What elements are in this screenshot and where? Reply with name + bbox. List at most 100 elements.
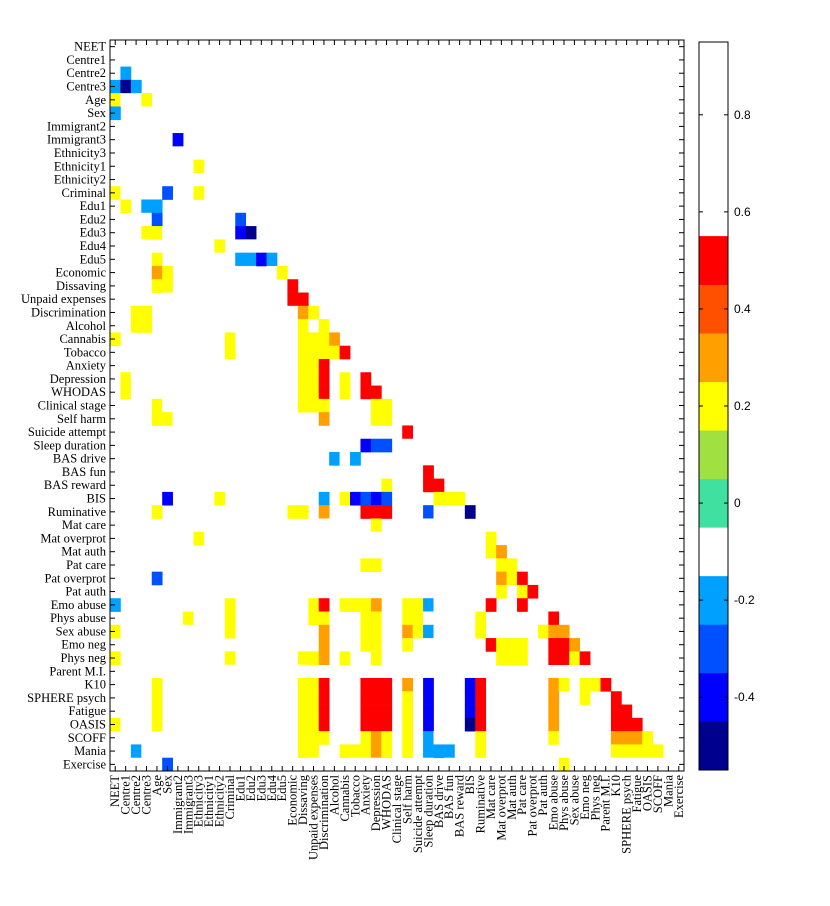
heatmap-cell-exercise-tobacco (350, 757, 361, 772)
heatmap-cell-whodas-centre1 (120, 385, 132, 400)
heatmap-cell-phys-neg-mat-auth (506, 651, 518, 666)
heatmap-cell-dissaving-ethnicity3 (193, 279, 205, 293)
heatmap-cell-exercise-age (151, 757, 163, 772)
heatmap-cell-cannabis-edu3 (256, 332, 267, 347)
heatmap-cell-bas-fun-sleep-duration (423, 465, 434, 479)
heatmap-cell-scoff-oasis (642, 731, 654, 745)
heatmap-cell-sleep-duration-unpaid-expenses (308, 438, 320, 453)
heatmap-cell-mania-sphere-psych (621, 744, 633, 759)
heatmap-cell-oasis-tobacco (350, 717, 361, 732)
heatmap-cell-tobacco-centre2 (130, 345, 142, 360)
heatmap-cell-ethnicity3-centre1 (120, 146, 132, 160)
heatmap-cell-alcohol-centre1 (120, 319, 132, 333)
heatmap-cell-fatigue-whodas (381, 704, 393, 719)
heatmap-cell-emo-abuse-ruminative (475, 598, 487, 612)
heatmap-cell-cannabis-unpaid-expenses (308, 332, 320, 347)
heatmap-cell-bas-drive-cannabis (339, 452, 351, 466)
y-tick-label-neet: NEET (74, 40, 106, 54)
heatmap-cell-pat-care-bas-drive (433, 558, 445, 572)
heatmap-cell-whodas-discrimination (318, 385, 330, 400)
heatmap-cell-sex-abuse-age (151, 624, 163, 639)
heatmap-cell-mania-self-harm (402, 744, 414, 759)
heatmap-cell-emo-neg-age (151, 638, 163, 652)
heatmap-cell-phys-neg-depression (370, 651, 382, 666)
heatmap-cell-sphere-psych-discrimination (318, 691, 330, 705)
heatmap-cell-emo-neg-depression (370, 638, 382, 652)
heatmap-cell-bas-fun-neet (110, 465, 121, 479)
heatmap-cell-economic-edu5 (276, 265, 288, 280)
heatmap-cell-emo-neg-bas-drive (433, 638, 445, 652)
heatmap-cell-clinical-stage-immigrant2 (172, 398, 184, 413)
y-tick-label-emo-neg: Emo neg (61, 638, 107, 652)
heatmap-cell-tobacco-edu2 (245, 345, 257, 360)
heatmap-cell-emo-abuse-centre2 (130, 598, 142, 612)
heatmap-cell-exercise-sleep-duration (423, 757, 434, 772)
heatmap-cell-scoff-bas-drive (433, 731, 445, 745)
heatmap-cell-oasis-immigrant3 (183, 717, 194, 732)
x-tick-label-sex-abuse: Sex abuse (567, 775, 581, 826)
y-tick-label-centre3: Centre3 (66, 80, 106, 94)
heatmap-cell-parent-m-i-dissaving (297, 664, 309, 679)
heatmap-cell-phys-abuse-mat-auth (506, 611, 518, 626)
x-tick-label-ruminative: Ruminative (473, 775, 487, 834)
heatmap-cell-ethnicity1-centre1 (120, 159, 132, 174)
heatmap-cell-pat-overprot-sleep-duration (423, 571, 434, 586)
heatmap-cell-edu5-age (151, 252, 163, 267)
x-tick-label-dissaving: Dissaving (296, 774, 310, 825)
heatmap-cell-phys-neg-mat-overprot (496, 651, 507, 666)
heatmap-cell-oasis-dissaving (297, 717, 309, 732)
y-tick-label-pat-overprot: Pat overprot (45, 571, 107, 585)
colorbar-segment (699, 333, 728, 383)
heatmap-cell-pat-overprot-mat-overprot (496, 571, 507, 586)
heatmap-cell-pat-care-mat-overprot (496, 558, 507, 572)
heatmap-cell-mat-care-sleep-duration (423, 518, 434, 533)
y-tick-label-edu2: Edu2 (80, 212, 106, 226)
heatmap-cell-depression-ethnicity1 (203, 372, 215, 386)
y-tick-label-bis: BIS (87, 492, 107, 506)
heatmap-cell-self-harm-discrimination (318, 412, 330, 426)
heatmap-cell-mat-auth-anxiety (360, 545, 372, 559)
heatmap-cell-emo-neg-sex-abuse (569, 638, 580, 652)
heatmap-cell-fatigue-ruminative (475, 704, 487, 719)
heatmap-cell-edu1-immigrant3 (183, 199, 194, 214)
heatmap-cell-pat-overprot-pat-care (517, 571, 528, 586)
heatmap-cell-centre3-centre1 (120, 79, 132, 94)
heatmap-cell-phys-abuse-depression (370, 611, 382, 626)
heatmap-cell-suicide-attempt-edu3 (256, 425, 267, 440)
heatmap-cell-exercise-depression (370, 757, 382, 772)
heatmap-cell-mat-care-suicide-attempt (412, 518, 424, 533)
y-tick-label-mat-care: Mat care (62, 518, 107, 532)
heatmap-cell-ruminative-neet (110, 505, 121, 519)
heatmap-cell-emo-abuse-depression (370, 598, 382, 612)
heatmap-cell-ruminative-economic (287, 505, 299, 519)
heatmap-cell-mania-bas-drive (433, 744, 445, 759)
heatmap-cell-edu1-ethnicity2 (214, 199, 226, 214)
x-tick-label-exercise: Exercise (672, 775, 686, 818)
y-tick-label-discrimination: Discrimination (31, 305, 107, 319)
y-tick-labels: NEETCentre1Centre2Centre3AgeSexImmigrant… (21, 40, 107, 772)
heatmap-cell-anxiety-dissaving (297, 358, 309, 373)
heatmap-cell-pat-auth-dissaving (297, 584, 309, 599)
heatmap-cell-mania-ruminative (475, 744, 487, 759)
heatmap-cell-emo-neg-bis (464, 638, 476, 652)
heatmap-cell-exercise-emo-abuse (548, 757, 560, 772)
heatmap-cell-emo-abuse-cannabis (339, 598, 351, 612)
heatmap-cell-edu4-edu1 (235, 239, 247, 253)
heatmap-cell-whodas-edu5 (276, 385, 288, 400)
heatmap-cell-oasis-centre1 (120, 717, 132, 732)
x-tick-label-depression: Depression (369, 774, 383, 831)
heatmap-cell-sex-age (151, 106, 163, 121)
heatmap-cell-emo-abuse-criminal (224, 598, 236, 612)
heatmap-cell-dissaving-sex (162, 279, 173, 293)
heatmap-cell-clinical-stage-ethnicity2 (214, 398, 226, 413)
heatmap-cell-sleep-duration-neet (110, 438, 121, 453)
heatmap-cell-cannabis-criminal (224, 332, 236, 347)
heatmap-cell-whodas-ethnicity2 (214, 385, 226, 400)
heatmap-cell-sleep-duration-alcohol (329, 438, 340, 453)
heatmap-cell-scoff-discrimination (318, 731, 330, 745)
heatmap-cells (110, 66, 664, 772)
heatmap-cell-bas-drive-self-harm (402, 452, 414, 466)
heatmap-cell-mania-whodas (381, 744, 393, 759)
y-tick-label-mat-auth: Mat auth (61, 545, 107, 559)
heatmap-cell-suicide-attempt-criminal (224, 425, 236, 440)
